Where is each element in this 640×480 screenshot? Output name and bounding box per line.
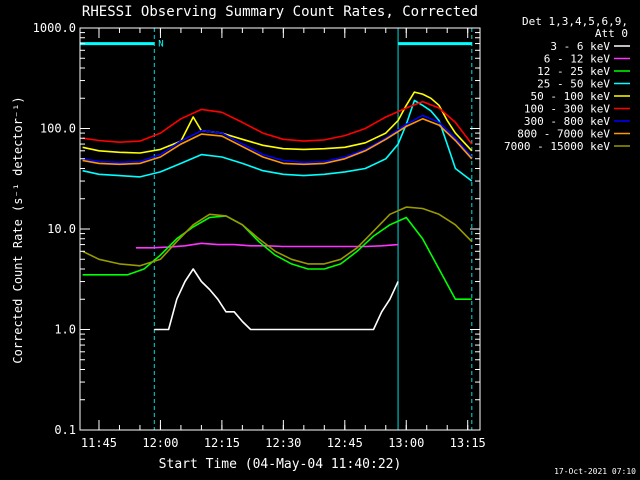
series-line-0 — [154, 268, 399, 331]
legend-label-7: 800 - 7000 keV — [517, 128, 610, 141]
annotation-n: N — [158, 40, 163, 50]
legend-label-4: 50 - 100 keV — [531, 90, 611, 103]
legend-header-0: Det 1,3,4,5,6,9, — [522, 15, 628, 28]
axes: 0.1 1.0 10.0 100.0 1000.0 11:45 12:00 12:15 12:3… — [33, 21, 486, 450]
y-tick-label-0: 0.1 — [54, 423, 76, 437]
x-tick-label-2: 12:15 — [204, 436, 240, 450]
series-line-2 — [82, 215, 472, 301]
chart-title: RHESSI Observing Summary Count Rates, Co… — [82, 4, 478, 20]
series-line-4 — [82, 91, 473, 154]
series-line-7 — [82, 118, 473, 166]
legend-header-1: Att 0 — [595, 27, 628, 40]
y-tick-label-4: 1000.0 — [33, 21, 76, 35]
y-tick-label-2: 10.0 — [47, 222, 76, 236]
x-tick-label-4: 12:45 — [327, 436, 363, 450]
legend-label-2: 12 - 25 keV — [537, 65, 610, 78]
legend-label-6: 300 - 800 keV — [524, 115, 610, 128]
series-line-3 — [82, 99, 473, 182]
x-tick-label-6: 13:15 — [450, 436, 486, 450]
y-axis-label: Corrected Count Rate (s⁻¹ detector⁻¹) — [11, 96, 25, 363]
y-tick-label-1: 1.0 — [54, 323, 76, 337]
series-line-6 — [82, 114, 473, 164]
legend-label-8: 7000 - 15000 keV — [504, 140, 610, 153]
series-line-5 — [82, 100, 473, 145]
x-tick-label-5: 13:00 — [388, 436, 424, 450]
x-tick-label-1: 12:00 — [142, 436, 178, 450]
footer-timestamp: 17-Oct-2021 07:10 — [554, 467, 636, 476]
x-tick-label-0: 11:45 — [81, 436, 117, 450]
legend-label-5: 100 - 300 keV — [524, 103, 610, 116]
plot-area: N — [79, 28, 473, 430]
legend-label-0: 3 - 6 keV — [550, 40, 610, 53]
legend-label-1: 6 - 12 keV — [544, 53, 611, 66]
x-tick-label-3: 12:30 — [265, 436, 301, 450]
y-tick-label-3: 100.0 — [40, 122, 76, 136]
series-line-8 — [82, 206, 473, 267]
x-axis-label: Start Time (04-May-04 11:40:22) — [159, 457, 402, 472]
legend-label-3: 25 - 50 keV — [537, 78, 610, 91]
